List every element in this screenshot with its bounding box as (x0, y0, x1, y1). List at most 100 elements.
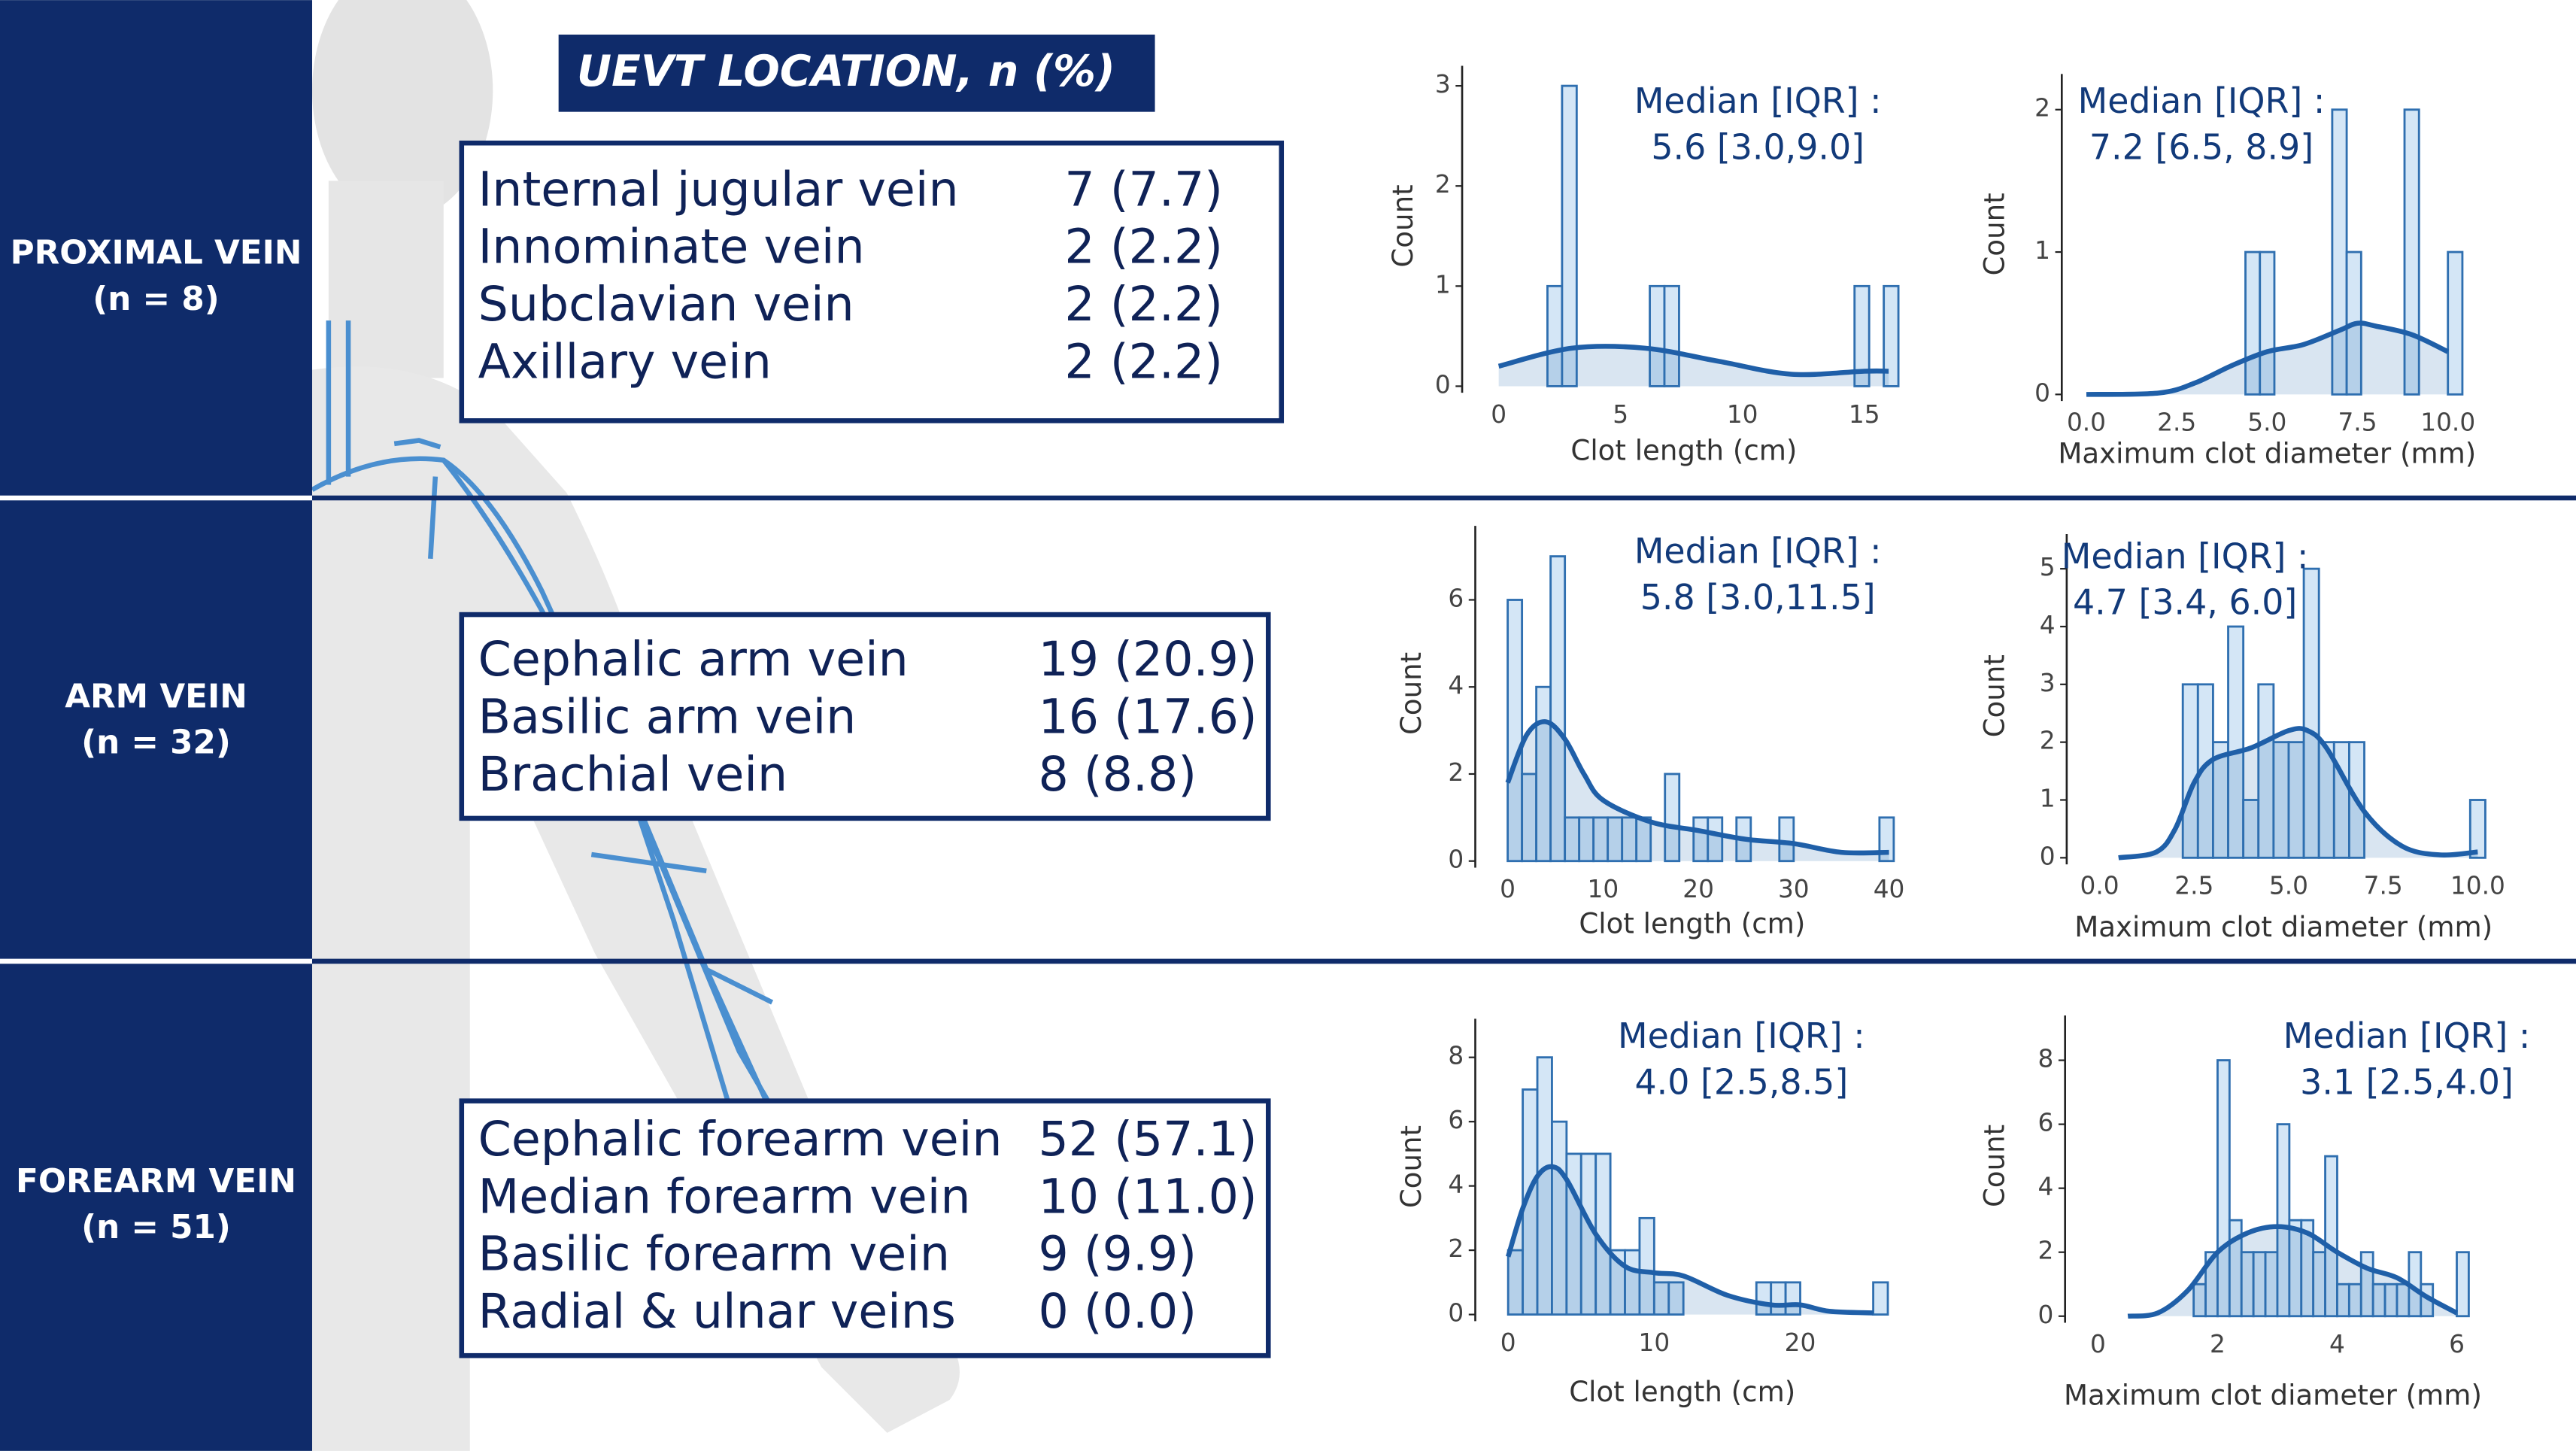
vein-name: Basilic arm vein (478, 688, 857, 744)
histogram-bar (1549, 555, 1567, 863)
histogram-bar (2468, 799, 2486, 859)
x-tick-label: 7.5 (2364, 872, 2403, 900)
median-annotation: 5.6 [3.0,9.0] (1651, 126, 1864, 167)
vein-name: Subclavian vein (478, 276, 854, 332)
x-tick-label: 30 (1778, 875, 1810, 903)
vein-count: 8 (8.8) (1038, 746, 1197, 802)
x-tick-label: 0 (1500, 1328, 1516, 1357)
vein-count: 9 (9.9) (1038, 1226, 1197, 1282)
y-axis-title: Count (1978, 654, 2010, 737)
section-label: FOREARM VEIN (16, 1162, 296, 1201)
histogram-bar (1778, 816, 1795, 863)
vein-count: 0 (0.0) (1038, 1283, 1197, 1339)
x-axis-title: Maximum clot diameter (mm) (2058, 438, 2476, 470)
x-tick-label: 4 (2329, 1330, 2345, 1358)
x-tick-label: 10.0 (2450, 872, 2505, 900)
x-tick-label: 5.0 (2269, 872, 2308, 900)
density-area (1508, 1166, 1874, 1315)
y-tick-label: 4 (1448, 1170, 1464, 1199)
density-line (1506, 1164, 1874, 1316)
vein-name: Radial & ulnar veins (478, 1283, 956, 1339)
x-tick-label: 0 (1500, 875, 1516, 903)
x-tick-label: 2.5 (2157, 408, 2196, 437)
row-rules (312, 495, 2576, 964)
title: UEVT LOCATION, n (%) (577, 47, 1115, 96)
y-tick-label: 8 (1448, 1042, 1464, 1070)
y-tick-label: 6 (2038, 1109, 2054, 1137)
y-axis-title: Count (1978, 193, 2010, 275)
section-label: PROXIMAL VEIN (11, 234, 302, 272)
density-area (1507, 721, 1889, 861)
x-tick-label: 10 (1639, 1328, 1670, 1357)
y-tick-label: 1 (2040, 784, 2056, 812)
y-tick-label: 5 (2040, 553, 2056, 581)
x-tick-label: 0 (2090, 1330, 2106, 1358)
section-n: (n = 32) (81, 724, 231, 762)
vein-count: 2 (2.2) (1064, 219, 1223, 275)
y-tick-label: 4 (2038, 1173, 2054, 1201)
vein-name: Basilic forearm vein (478, 1226, 950, 1282)
y-tick-label: 3 (1435, 70, 1451, 99)
table-box (459, 140, 1285, 423)
y-tick-label: 3 (2040, 669, 2056, 697)
vein-name: Axillary vein (478, 334, 772, 390)
histogram-bar (2259, 250, 2276, 396)
x-tick-label: 7.5 (2338, 408, 2377, 437)
vein-count: 2 (2.2) (1064, 276, 1223, 332)
density-area (2118, 728, 2478, 858)
y-tick-label: 0 (2040, 842, 2056, 870)
histogram-bar (1667, 1281, 1685, 1316)
vein-count: 19 (20.9) (1038, 631, 1257, 687)
median-annotation: Median [IQR] : (1634, 80, 1882, 121)
median-annotation: Median [IQR] : (2062, 536, 2309, 576)
histogram-bar (1872, 1281, 1889, 1316)
x-tick-label: 2.5 (2174, 872, 2213, 900)
y-tick-label: 2 (1435, 170, 1451, 199)
title-box (558, 34, 1155, 112)
vein-name: Cephalic forearm vein (478, 1111, 1003, 1167)
section-dividers (0, 495, 313, 964)
y-axis-title: Count (1395, 652, 1428, 735)
x-axis-title: Clot length (cm) (1570, 434, 1797, 466)
density-area (2086, 323, 2448, 395)
histogram-bar (2447, 250, 2464, 396)
y-axis-title: Count (1978, 1125, 2010, 1207)
density-line (1497, 344, 1889, 378)
y-tick-label: 0 (1448, 1299, 1464, 1328)
section-label: ARM VEIN (65, 677, 247, 715)
histogram-bar (2403, 108, 2420, 396)
x-tick-label: 0.0 (2080, 872, 2119, 900)
median-annotation: Median [IQR] : (2078, 80, 2326, 121)
median-annotation: 4.0 [2.5,8.5] (1635, 1061, 1849, 1102)
vein-count: 52 (57.1) (1038, 1111, 1257, 1167)
x-axis-title: Maximum clot diameter (mm) (2064, 1379, 2482, 1411)
histogram-bar (1561, 84, 1578, 387)
histogram-bar (1883, 284, 1900, 387)
y-tick-label: 2 (2034, 94, 2050, 123)
vein-count: 7 (7.7) (1064, 161, 1223, 217)
y-tick-label: 0 (1448, 845, 1464, 874)
histogram-bar (2456, 1251, 2470, 1318)
vein-count: 16 (17.6) (1038, 688, 1257, 744)
vein-name: Cephalic arm vein (478, 631, 909, 687)
section-panel (0, 0, 313, 1451)
y-tick-label: 8 (2038, 1045, 2054, 1073)
y-tick-label: 1 (1435, 270, 1451, 299)
vein-count: 10 (11.0) (1038, 1168, 1257, 1224)
x-axis-title: Maximum clot diameter (mm) (2074, 911, 2493, 943)
x-tick-label: 5 (1613, 400, 1628, 429)
vein-name: Brachial vein (478, 746, 788, 802)
histogram-bar (1664, 773, 1681, 863)
histogram-bar (1853, 284, 1871, 387)
x-tick-label: 40 (1874, 875, 1905, 903)
y-tick-label: 6 (1448, 584, 1464, 612)
density-line (1505, 719, 1889, 856)
x-tick-label: 15 (1849, 400, 1880, 429)
y-tick-label: 4 (2040, 611, 2056, 639)
x-tick-label: 20 (1682, 875, 1714, 903)
median-annotation: 3.1 [2.5,4.0] (2300, 1061, 2514, 1102)
histogram-bar (1638, 1216, 1655, 1316)
vein-name: Internal jugular vein (478, 161, 959, 217)
